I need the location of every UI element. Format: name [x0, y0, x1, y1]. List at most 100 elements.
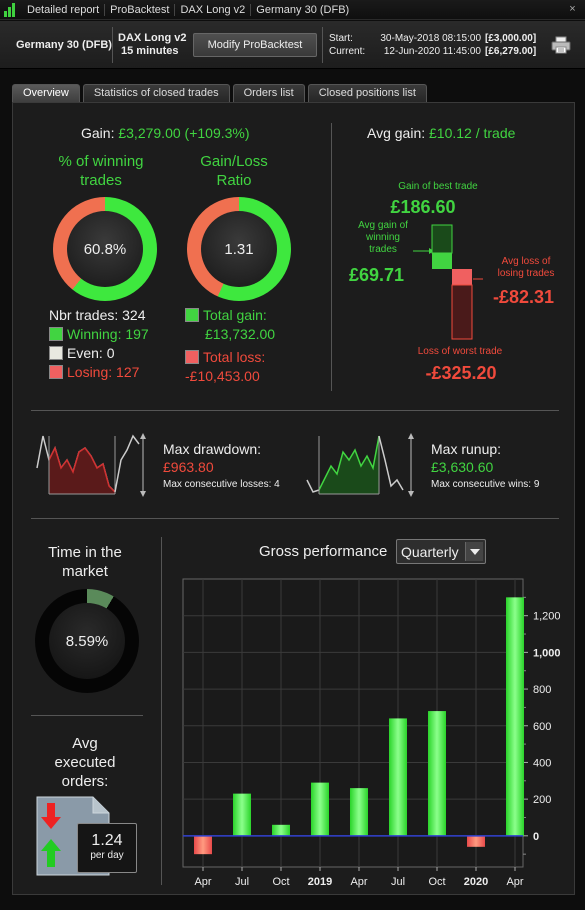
current-label: Current:	[329, 46, 366, 57]
bar-positive	[272, 824, 290, 836]
winning-count: Winning: 197	[67, 326, 149, 342]
y-tick-label: 400	[533, 757, 551, 769]
max-consecutive-losses: Max consecutive losses: 4	[163, 479, 280, 490]
loss-worst-label: Loss of worst trade	[417, 346, 503, 357]
x-tick-label: Jul	[235, 876, 249, 888]
tab-statistics[interactable]: Statistics of closed trades	[82, 84, 230, 102]
time-market-donut: 8.59%	[35, 589, 139, 693]
start-amount: [£3,000.00]	[485, 33, 537, 44]
winning-title: % of winning trades	[41, 152, 161, 190]
bar-positive	[233, 793, 251, 836]
x-tick-label: 2019	[308, 876, 332, 888]
avg-loss-label-line1: Avg loss of	[501, 256, 551, 267]
gain-summary: Gain: £3,279.00 (+109.3%)	[81, 125, 250, 141]
total-loss-swatch	[185, 350, 199, 364]
ratio-title-line2: Ratio	[216, 172, 252, 189]
divider	[31, 518, 559, 519]
bar-positive	[428, 711, 446, 836]
report-tabs: Overview Statistics of closed trades Ord…	[12, 84, 427, 102]
even-count: Even: 0	[67, 345, 115, 361]
max-runup-value: £3,630.60	[431, 459, 494, 475]
tab-orders-list[interactable]: Orders list	[232, 84, 305, 102]
nbr-trades: Nbr trades: 324	[49, 307, 146, 323]
max-drawdown-value: £963.80	[163, 459, 214, 475]
losing-swatch	[49, 365, 63, 379]
winning-swatch	[49, 327, 63, 341]
ratio-value: 1.31	[224, 240, 254, 258]
trade-counts: Nbr trades: 324 Winning: 197 Even: 0 Los…	[49, 306, 149, 382]
divider	[112, 27, 113, 63]
period-select[interactable]: Quarterly	[396, 539, 486, 564]
strategy-timeframe: 15 minutes	[121, 45, 179, 57]
avg-exec-value: 1.24	[91, 832, 123, 849]
avg-exec-title-line1: Avg	[72, 735, 98, 752]
ratio-title-line1: Gain/Loss	[200, 153, 268, 170]
total-loss: -£10,453.00	[185, 368, 260, 384]
x-tick-label: 2020	[464, 876, 488, 888]
instrument-name: Germany 30 (DFB)	[16, 39, 112, 51]
strategy-info: DAX Long v2 15 minutes	[118, 32, 186, 58]
printer-icon[interactable]	[551, 36, 571, 54]
time-market-value: 8.59%	[65, 632, 109, 650]
backtest-dates: Start: 30-May-2018 08:15:00 [£3,000.00] …	[329, 32, 536, 58]
divider	[31, 410, 559, 411]
tab-overview[interactable]: Overview	[12, 84, 80, 102]
losing-count: Losing: 127	[67, 364, 140, 380]
even-swatch	[49, 346, 63, 360]
avg-gain-value: £10.12 / trade	[429, 125, 516, 141]
tab-closed-positions[interactable]: Closed positions list	[307, 84, 427, 102]
x-tick-label: Apr	[194, 876, 211, 888]
gain-best-value: £186.60	[390, 197, 456, 217]
max-consecutive-wins: Max consecutive wins: 9	[431, 479, 540, 490]
close-icon[interactable]: ×	[569, 3, 576, 15]
current-date: 12-Jun-2020 11:45:00	[383, 46, 481, 57]
total-gain-label: Total gain:	[203, 307, 267, 323]
divider	[331, 123, 332, 391]
overview-panel: Gain: £3,279.00 (+109.3%) % of winning t…	[12, 102, 575, 895]
current-amount: [£6,279.00]	[485, 46, 537, 57]
max-drawdown-label: Max drawdown:	[163, 441, 262, 457]
gross-performance-chart: 0 200 400 600 800 1,000 1,200 Apr Jul Oct 2019 Apr J…	[182, 578, 561, 888]
bar-positive	[350, 788, 368, 836]
breadcrumb-report: Detailed report	[22, 3, 106, 16]
avg-exec-box: 1.24 per day	[77, 823, 137, 873]
winning-title-line1: % of winning	[58, 153, 144, 170]
modify-probacktest-button[interactable]: Modify ProBacktest	[193, 33, 317, 57]
ratio-title: Gain/Loss Ratio	[179, 152, 289, 190]
divider	[31, 715, 143, 716]
winning-donut: 60.8%	[53, 197, 157, 301]
start-label: Start:	[329, 33, 353, 44]
x-tick-label: Oct	[428, 876, 445, 888]
bar-positive	[389, 718, 407, 836]
gross-performance-title: Gross performance	[259, 543, 388, 560]
avg-exec-title-line3: orders:	[61, 773, 109, 790]
avg-gain-win-value: £69.71	[349, 265, 405, 285]
winning-pct: 60.8%	[83, 240, 127, 258]
trade-range-graphic	[413, 224, 483, 340]
chevron-down-icon[interactable]	[465, 542, 483, 561]
avg-gain-win-label-line2: winning	[366, 232, 400, 243]
x-tick-label: Apr	[350, 876, 367, 888]
avg-gain-win-label-line1: Avg gain of	[358, 220, 408, 231]
y-tick-label: 800	[533, 684, 551, 696]
avg-loss-label-line2: losing trades	[497, 268, 555, 279]
y-tick-label: 600	[533, 721, 551, 733]
time-market-title-line2: market	[62, 563, 108, 580]
breadcrumb-probacktest: ProBacktest	[105, 3, 176, 16]
time-market-title-line1: Time in the	[48, 544, 122, 561]
report-header: Germany 30 (DFB) DAX Long v2 15 minutes …	[0, 21, 585, 69]
y-tick-label: 1,200	[533, 611, 561, 623]
title-bar: Detailed report ProBacktest DAX Long v2 …	[0, 0, 585, 20]
gain-best-label: Gain of best trade	[398, 181, 478, 192]
avg-loss-value: -£82.31	[493, 287, 555, 307]
x-tick-label: Oct	[272, 876, 289, 888]
avg-exec-title-line2: executed	[54, 754, 116, 771]
x-tick-label: Apr	[506, 876, 523, 888]
ratio-donut: 1.31	[187, 197, 291, 301]
drawdown-info: Max drawdown: £963.80 Max consecutive lo…	[163, 440, 280, 494]
total-loss-label: Total loss:	[203, 349, 266, 365]
runup-info: Max runup: £3,630.60 Max consecutive win…	[431, 440, 539, 494]
x-tick-label: Jul	[391, 876, 405, 888]
divider	[161, 537, 162, 885]
period-select-value: Quarterly	[401, 544, 459, 560]
